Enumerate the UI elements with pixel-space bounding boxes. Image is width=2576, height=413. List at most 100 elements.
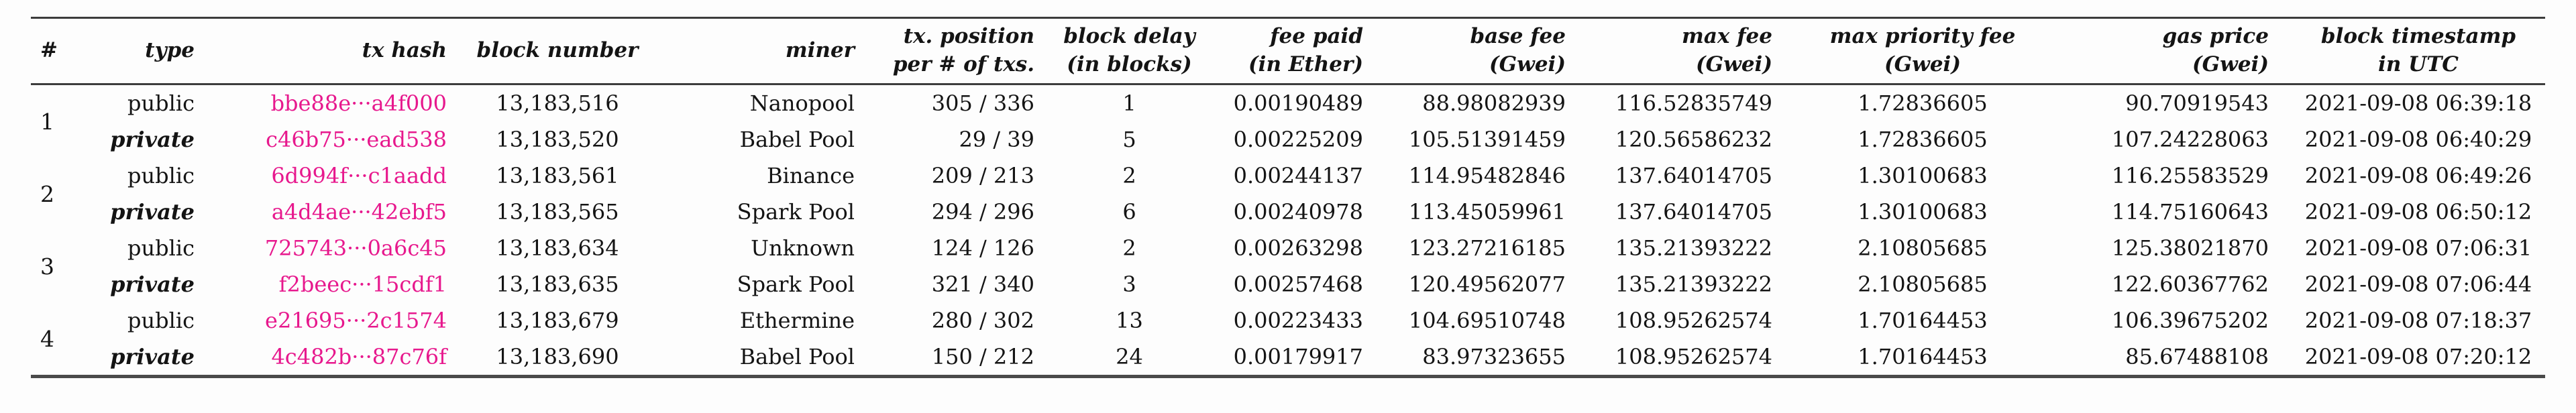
cell-block-number: 13,183,561 bbox=[496, 163, 619, 188]
cell-fee-paid: 0.00190489 bbox=[1233, 91, 1363, 116]
cell-tx-position: 294 / 296 bbox=[931, 199, 1034, 225]
cell-max-fee: 137.64014705 bbox=[1615, 163, 1772, 188]
cell-fee-paid: 0.00225209 bbox=[1233, 127, 1363, 152]
cell-gas-price: 85.67488108 bbox=[2125, 344, 2269, 369]
column-header-index: # bbox=[31, 18, 71, 84]
header-line: (Gwei) bbox=[1884, 52, 1961, 76]
cell-block-delay: 3 bbox=[1122, 272, 1136, 297]
header-line: block timestamp bbox=[2320, 24, 2516, 48]
cell-max-priority-fee: 2.10805685 bbox=[1858, 272, 1988, 297]
tx-hash-link[interactable]: 6d994f···c1aadd bbox=[271, 163, 447, 188]
cell-tx-position: 150 / 212 bbox=[931, 344, 1034, 369]
table-body: 1 public bbe88e···a4f000 13,183,516 Nano… bbox=[31, 84, 2545, 377]
cell-type: private bbox=[110, 344, 195, 369]
cell-block-delay: 5 bbox=[1122, 127, 1136, 152]
header-line: max fee bbox=[1682, 24, 1772, 48]
header-line: base fee bbox=[1470, 24, 1566, 48]
tx-hash-link[interactable]: e21695···2c1574 bbox=[265, 308, 447, 333]
cell-max-priority-fee: 1.30100683 bbox=[1858, 163, 1988, 188]
cell-block-number: 13,183,679 bbox=[496, 308, 619, 333]
table-row: 4 public e21695···2c1574 13,183,679 Ethe… bbox=[31, 302, 2545, 352]
tx-hash-link[interactable]: 725743···0a6c45 bbox=[264, 235, 447, 261]
cell-block-delay: 6 bbox=[1122, 199, 1136, 225]
header-line: (Gwei) bbox=[1489, 52, 1566, 76]
tx-hash-link[interactable]: bbe88e···a4f000 bbox=[270, 91, 447, 116]
header-line: block number bbox=[476, 38, 639, 62]
cell-type: private bbox=[110, 199, 195, 225]
column-header-base-fee: base fee (Gwei) bbox=[1379, 18, 1580, 84]
column-header-type: type bbox=[71, 18, 232, 84]
cell-fee-paid: 0.00244137 bbox=[1233, 163, 1363, 188]
cell-miner: Nanopool bbox=[749, 91, 855, 116]
cell-gas-price: 116.25583529 bbox=[2111, 163, 2269, 188]
cell-gas-price: 107.24228063 bbox=[2111, 127, 2269, 152]
cell-block-number: 13,183,520 bbox=[496, 127, 619, 152]
tx-hash-link[interactable]: a4d4ae···42ebf5 bbox=[271, 199, 447, 225]
cell-block-timestamp: 2021-09-08 06:49:26 bbox=[2304, 163, 2532, 188]
column-header-max-fee: max fee (Gwei) bbox=[1580, 18, 1802, 84]
header-line: type bbox=[145, 38, 195, 62]
tx-hash-link[interactable]: f2beec···15cdf1 bbox=[278, 272, 447, 297]
cell-type: private bbox=[110, 127, 195, 152]
cell-tx-position: 321 / 340 bbox=[931, 272, 1034, 297]
cell-block-number: 13,183,635 bbox=[496, 272, 619, 297]
column-header-fee-paid: fee paid (in Ether) bbox=[1201, 18, 1379, 84]
cell-block-timestamp: 2021-09-08 07:20:12 bbox=[2304, 344, 2532, 369]
cell-block-number: 13,183,516 bbox=[496, 91, 619, 116]
header-line: per # of txs. bbox=[892, 52, 1034, 76]
table-row: 2 public 6d994f···c1aadd 13,183,561 Bina… bbox=[31, 158, 2545, 207]
column-header-block-delay: block delay (in blocks) bbox=[1057, 18, 1201, 84]
header-line: (in blocks) bbox=[1067, 52, 1192, 76]
cell-base-fee: 114.95482846 bbox=[1408, 163, 1566, 188]
cell-max-priority-fee: 1.70164453 bbox=[1858, 308, 1988, 333]
cell-block-number: 13,183,690 bbox=[496, 344, 619, 369]
table-row: private f2beec···15cdf1 13,183,635 Spark… bbox=[31, 266, 2545, 302]
cell-base-fee: 88.98082939 bbox=[1422, 91, 1566, 116]
cell-block-timestamp: 2021-09-08 07:06:31 bbox=[2304, 235, 2532, 261]
column-header-miner: miner bbox=[661, 18, 863, 84]
cell-block-timestamp: 2021-09-08 06:39:18 bbox=[2304, 91, 2532, 116]
group-index: 2 bbox=[40, 180, 54, 207]
table-row: private c46b75···ead538 13,183,520 Babel… bbox=[31, 121, 2545, 158]
table-row: 3 public 725743···0a6c45 13,183,634 Unkn… bbox=[31, 230, 2545, 280]
table-row: private a4d4ae···42ebf5 13,183,565 Spark… bbox=[31, 194, 2545, 230]
cell-fee-paid: 0.00179917 bbox=[1233, 344, 1363, 369]
cell-miner: Binance bbox=[767, 163, 855, 188]
cell-block-delay: 2 bbox=[1122, 163, 1136, 188]
cell-block-timestamp: 2021-09-08 06:40:29 bbox=[2304, 127, 2532, 152]
header-line: (Gwei) bbox=[1696, 52, 1772, 76]
header-line: tx hash bbox=[362, 38, 447, 62]
cell-max-fee: 135.21393222 bbox=[1615, 235, 1772, 261]
cell-base-fee: 120.49562077 bbox=[1408, 272, 1566, 297]
cell-max-priority-fee: 1.30100683 bbox=[1858, 199, 1988, 225]
header-line: in UTC bbox=[2378, 52, 2459, 76]
table-row: private 4c482b···87c76f 13,183,690 Babel… bbox=[31, 339, 2545, 377]
cell-tx-position: 209 / 213 bbox=[931, 163, 1034, 188]
cell-type: public bbox=[127, 163, 195, 188]
header-line: tx. position bbox=[903, 24, 1034, 48]
header-line: max priority fee bbox=[1829, 24, 2016, 48]
cell-miner: Ethermine bbox=[739, 308, 855, 333]
cell-fee-paid: 0.00257468 bbox=[1233, 272, 1363, 297]
column-header-gas-price: gas price (Gwei) bbox=[2043, 18, 2292, 84]
cell-base-fee: 113.45059961 bbox=[1408, 199, 1566, 225]
cell-type: public bbox=[127, 235, 195, 261]
group-index: 4 bbox=[40, 325, 54, 352]
header-line: miner bbox=[785, 38, 855, 62]
cell-gas-price: 125.38021870 bbox=[2111, 235, 2269, 261]
cell-gas-price: 106.39675202 bbox=[2111, 308, 2269, 333]
cell-tx-position: 280 / 302 bbox=[931, 308, 1034, 333]
cell-tx-position: 305 / 336 bbox=[931, 91, 1034, 116]
tx-hash-link[interactable]: 4c482b···87c76f bbox=[271, 344, 447, 369]
header-line: fee paid bbox=[1270, 24, 1363, 48]
column-header-block-timestamp: block timestamp in UTC bbox=[2292, 18, 2545, 84]
cell-max-fee: 116.52835749 bbox=[1615, 91, 1772, 116]
cell-block-timestamp: 2021-09-08 07:18:37 bbox=[2304, 308, 2532, 333]
cell-base-fee: 104.69510748 bbox=[1408, 308, 1566, 333]
cell-fee-paid: 0.00263298 bbox=[1233, 235, 1363, 261]
tx-hash-link[interactable]: c46b75···ead538 bbox=[266, 127, 447, 152]
cell-block-delay: 13 bbox=[1116, 308, 1143, 333]
cell-tx-position: 124 / 126 bbox=[931, 235, 1034, 261]
cell-base-fee: 105.51391459 bbox=[1408, 127, 1566, 152]
cell-block-delay: 1 bbox=[1122, 91, 1136, 116]
